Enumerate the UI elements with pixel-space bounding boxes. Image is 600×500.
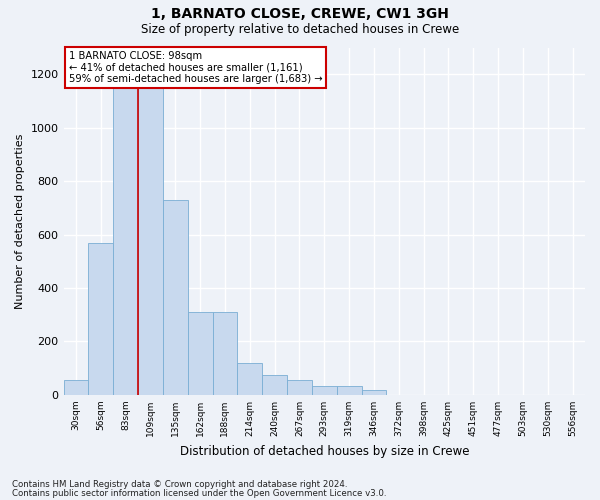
Bar bbox=[88, 242, 113, 395]
Text: Size of property relative to detached houses in Crewe: Size of property relative to detached ho… bbox=[141, 22, 459, 36]
Bar bbox=[113, 85, 138, 395]
Bar bbox=[163, 200, 188, 395]
Bar bbox=[138, 85, 163, 395]
Bar bbox=[312, 386, 337, 395]
Text: Contains HM Land Registry data © Crown copyright and database right 2024.: Contains HM Land Registry data © Crown c… bbox=[12, 480, 347, 489]
Bar bbox=[238, 363, 262, 395]
Bar bbox=[262, 375, 287, 395]
Bar bbox=[212, 312, 238, 395]
Bar bbox=[188, 312, 212, 395]
Y-axis label: Number of detached properties: Number of detached properties bbox=[15, 134, 25, 309]
Text: 1, BARNATO CLOSE, CREWE, CW1 3GH: 1, BARNATO CLOSE, CREWE, CW1 3GH bbox=[151, 8, 449, 22]
Bar bbox=[64, 380, 88, 395]
Bar bbox=[362, 390, 386, 395]
Bar bbox=[337, 386, 362, 395]
Text: Contains public sector information licensed under the Open Government Licence v3: Contains public sector information licen… bbox=[12, 488, 386, 498]
Bar bbox=[287, 380, 312, 395]
X-axis label: Distribution of detached houses by size in Crewe: Distribution of detached houses by size … bbox=[179, 444, 469, 458]
Text: 1 BARNATO CLOSE: 98sqm
← 41% of detached houses are smaller (1,161)
59% of semi-: 1 BARNATO CLOSE: 98sqm ← 41% of detached… bbox=[69, 51, 322, 84]
